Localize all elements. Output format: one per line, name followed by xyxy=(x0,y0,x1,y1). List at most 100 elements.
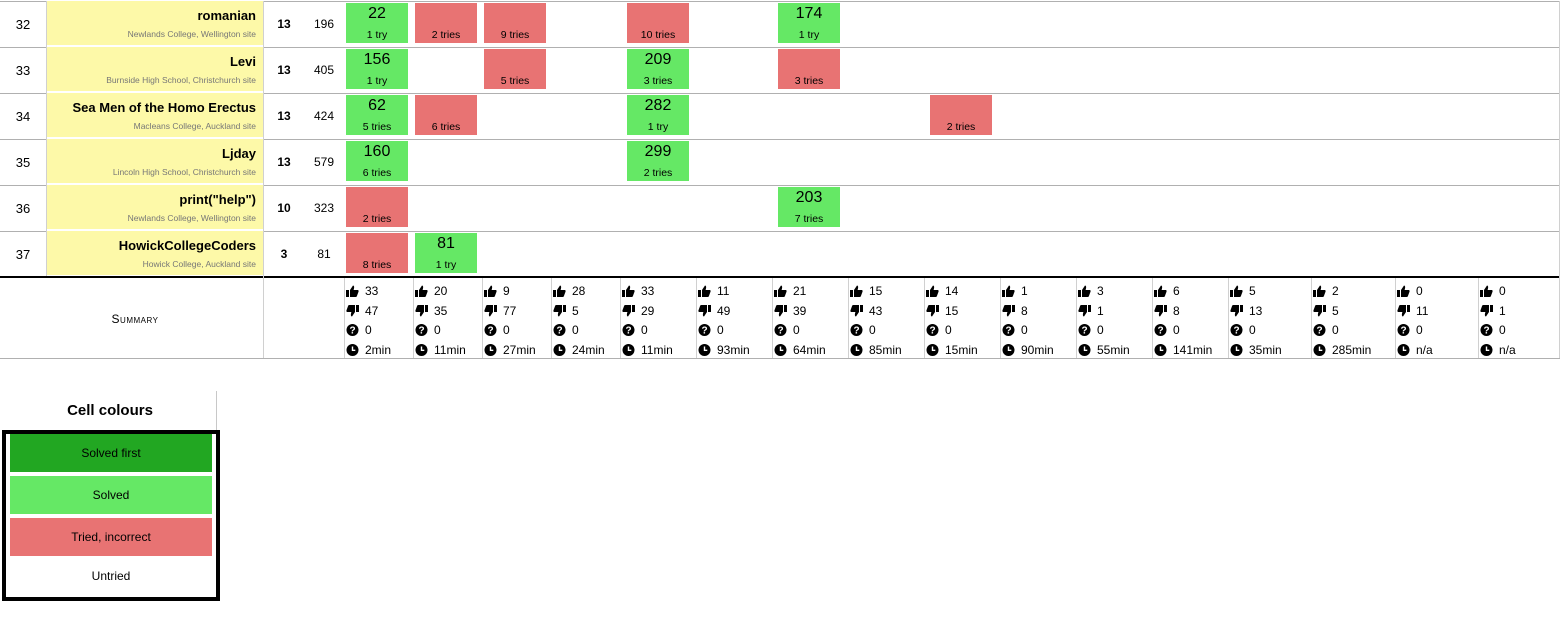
problem-cell-tried[interactable]: 5 tries xyxy=(484,49,546,89)
summary-pending-value: 0 xyxy=(1499,323,1506,338)
summary-pending-value: 0 xyxy=(503,323,510,338)
thumbs-down-icon xyxy=(415,304,428,317)
thumbs-up-icon xyxy=(1313,285,1326,297)
solve-time: 160 xyxy=(363,143,391,160)
solve-time: 156 xyxy=(363,51,391,68)
problem-cell-tried[interactable]: 2 tries xyxy=(415,3,477,43)
tries-count: 10 tries xyxy=(640,29,676,41)
team-name[interactable]: Sea Men of the Homo Erectus xyxy=(72,100,256,115)
summary-up-line: 33 xyxy=(346,281,391,301)
problem-cell-solved[interactable]: 209 3 tries xyxy=(627,49,689,89)
svg-text:?: ? xyxy=(487,326,493,336)
summary-column: 11 49? 0 93min xyxy=(698,281,750,360)
problem-cell-solved[interactable]: 81 1 try xyxy=(415,233,477,273)
rank-cell: 33 xyxy=(15,63,31,78)
problem-cell-solved[interactable]: 203 7 tries xyxy=(778,187,840,227)
solve-time: 203 xyxy=(795,189,823,206)
summary-column-separator xyxy=(344,278,345,358)
summary-column-separator xyxy=(1311,278,1312,358)
problem-cell-tried[interactable]: 9 tries xyxy=(484,3,546,43)
thumbs-up-icon xyxy=(1154,285,1167,297)
problem-cell-solved[interactable]: 62 5 tries xyxy=(346,95,408,135)
summary-column-separator xyxy=(1395,278,1396,358)
summary-pending-line: ? 0 xyxy=(622,321,673,341)
team-affiliation: Howick College, Auckland site xyxy=(142,259,256,269)
summary-up-value: 2 xyxy=(1332,283,1339,298)
team-affiliation: Newlands College, Wellington site xyxy=(127,213,256,223)
summary-down-line: 5 xyxy=(1313,301,1371,321)
scoreboard: 3 2 romanian Newlands College, Wellington s… xyxy=(0,1,1560,360)
summary-pending-line: ? 0 xyxy=(1078,321,1130,341)
summary-up-value: 15 xyxy=(869,283,883,298)
summary-up-line: 21 xyxy=(774,281,826,301)
thumbs-up-icon xyxy=(415,285,428,297)
summary-down-line: 8 xyxy=(1002,301,1054,321)
legend-title: Cell colours xyxy=(67,402,153,419)
summary-up-line: 6 xyxy=(1154,281,1212,301)
problem-cell-solved[interactable]: 22 1 try xyxy=(346,3,408,43)
penalty-time: 405 xyxy=(313,63,335,77)
summary-time-line: 24min xyxy=(553,340,605,360)
team-name[interactable]: romanian xyxy=(197,8,256,23)
problem-cell-tried[interactable]: 2 tries xyxy=(346,187,408,227)
thumbs-down-icon xyxy=(1397,304,1410,317)
svg-text:?: ? xyxy=(1005,326,1011,336)
team-name[interactable]: Levi xyxy=(229,54,256,69)
summary-down-line: 15 xyxy=(926,301,978,321)
team-name[interactable]: HowickCollegeCoders xyxy=(118,238,256,253)
problem-cell-solved[interactable]: 299 2 tries xyxy=(627,141,689,181)
row-separator xyxy=(0,93,1560,94)
tries-count: 1 try xyxy=(435,259,457,271)
problem-cell-solved[interactable]: 160 6 tries xyxy=(346,141,408,181)
team-name[interactable]: print("help") xyxy=(179,192,256,207)
team-cell: HowickCollegeCoders Howick College, Auckl… xyxy=(47,231,263,275)
summary-down-line: 77 xyxy=(484,301,536,321)
summary-column: 2 5? 0 285min xyxy=(1313,281,1371,360)
summary-time-line: 11min xyxy=(622,340,673,360)
question-circle-icon: ? xyxy=(1480,324,1493,337)
solved-count: 3 xyxy=(280,247,288,261)
summary-up-value: 3 xyxy=(1097,283,1104,298)
problem-cell-solved[interactable]: 282 1 try xyxy=(627,95,689,135)
svg-text:?: ? xyxy=(418,326,424,336)
summary-down-value: 8 xyxy=(1173,303,1180,318)
problem-cell-solved[interactable]: 174 1 try xyxy=(778,3,840,43)
summary-time-value: 90min xyxy=(1021,343,1054,358)
team-name[interactable]: Ljday xyxy=(222,146,256,161)
table-bottom-border xyxy=(0,358,1560,359)
problem-cell-tried[interactable]: 3 tries xyxy=(778,49,840,89)
problem-cell-tried[interactable]: 8 tries xyxy=(346,233,408,273)
summary-time-line: 85min xyxy=(850,340,902,360)
tries-count: 2 tries xyxy=(643,167,673,179)
thumbs-up-icon xyxy=(484,285,497,297)
summary-time-line: 15min xyxy=(926,340,978,360)
summary-pending-value: 0 xyxy=(572,323,579,338)
svg-text:?: ? xyxy=(349,326,355,336)
thumbs-down-icon xyxy=(698,304,711,317)
thumbs-down-icon xyxy=(1230,304,1243,317)
problem-cell-solved[interactable]: 156 1 try xyxy=(346,49,408,89)
solve-time: 22 xyxy=(368,5,386,22)
question-circle-icon: ? xyxy=(484,324,497,337)
solve-time: 81 xyxy=(437,235,455,252)
summary-up-value: 20 xyxy=(434,283,448,298)
team-cell: Sea Men of the Homo Erectus Macleans Coll… xyxy=(47,93,263,137)
question-circle-icon: ? xyxy=(926,324,939,337)
question-circle-icon: ? xyxy=(1230,324,1243,337)
svg-text:?: ? xyxy=(1157,326,1163,336)
penalty-time: 196 xyxy=(313,17,335,31)
summary-column-separator xyxy=(1000,278,1001,358)
summary-pending-value: 0 xyxy=(945,323,952,338)
summary-pending-line: ? 0 xyxy=(346,321,391,341)
thumbs-up-icon xyxy=(1480,285,1493,297)
clock-icon xyxy=(1397,344,1410,357)
summary-separator xyxy=(0,276,1560,278)
question-circle-icon: ? xyxy=(415,324,428,337)
summary-down-line: 39 xyxy=(774,301,826,321)
problem-cell-tried[interactable]: 10 tries xyxy=(627,3,689,43)
thumbs-down-icon xyxy=(774,304,787,317)
row-separator xyxy=(0,139,1560,140)
summary-column: 9 77? 0 27min xyxy=(484,281,536,360)
problem-cell-tried[interactable]: 6 tries xyxy=(415,95,477,135)
problem-cell-tried[interactable]: 2 tries xyxy=(930,95,992,135)
